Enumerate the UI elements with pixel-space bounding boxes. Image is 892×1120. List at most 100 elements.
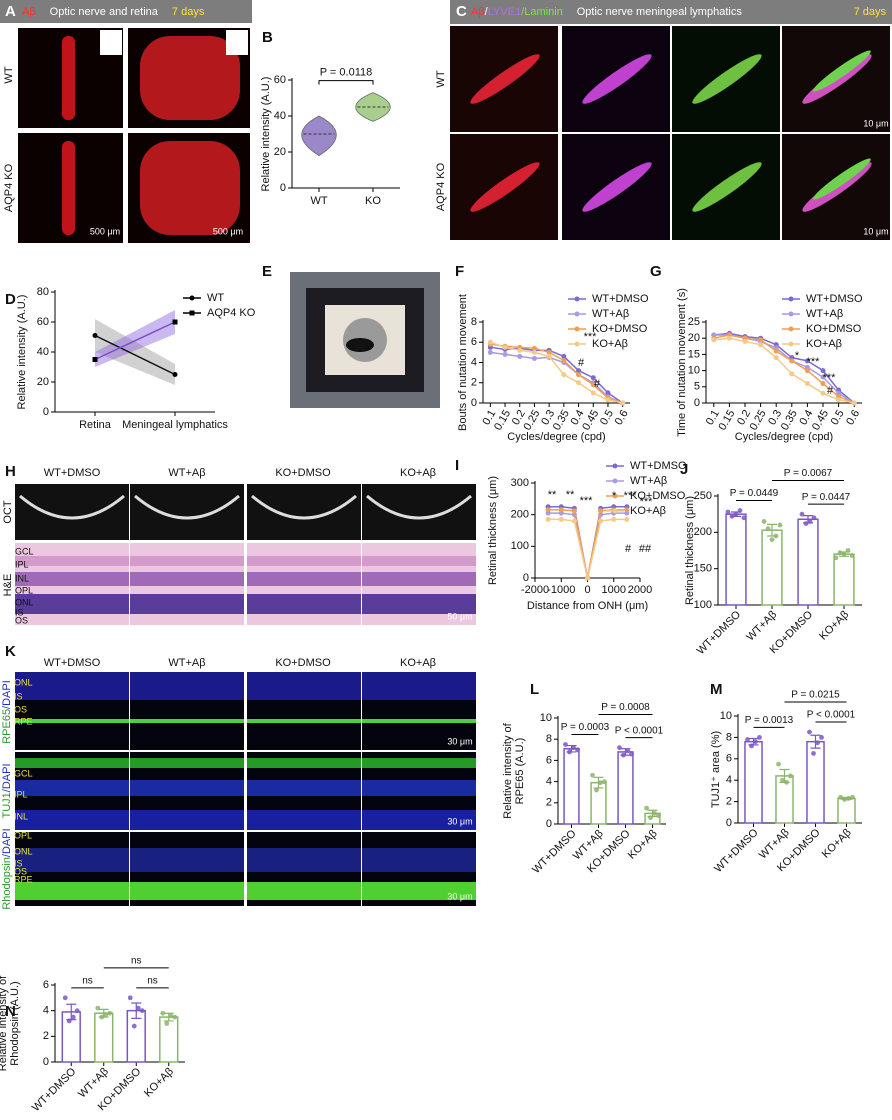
image (15, 572, 129, 586)
panel-letter: G (650, 263, 662, 280)
bar (725, 513, 747, 606)
image (15, 672, 129, 700)
row-label: Rhodopsin/DAPI (1, 828, 13, 909)
y-tick-label: 8 (726, 731, 732, 743)
image (362, 780, 476, 796)
panel-letter: M (710, 681, 723, 698)
annotation: *** (584, 331, 598, 343)
annotation: # (594, 378, 601, 390)
scale-bar: 10 μm (863, 118, 888, 128)
image (362, 719, 476, 723)
annotation: ns (131, 955, 142, 966)
y-tick-label: 150 (694, 563, 712, 575)
bar (744, 740, 763, 824)
image (813, 158, 871, 200)
data-point (629, 751, 634, 757)
y-tick-label: 2 (471, 377, 477, 389)
x-tick-label: WT+DMSO (712, 826, 761, 875)
x-tick-label: 0.15 (716, 408, 737, 433)
marker (590, 382, 596, 388)
panel-letter: N (5, 1003, 16, 1020)
annotation: # (827, 385, 834, 397)
panel-letter: I (455, 457, 459, 474)
x-tick-label: 1000 (602, 584, 626, 596)
data-point (761, 519, 767, 524)
marker (758, 337, 764, 343)
data-point (602, 779, 607, 784)
marker (571, 508, 577, 514)
image (62, 141, 75, 235)
image (362, 810, 476, 830)
layer-label: ONL (15, 597, 34, 607)
image (362, 556, 476, 566)
marker (576, 368, 582, 374)
image (130, 672, 244, 700)
panel-letter: F (455, 263, 464, 280)
data-point (598, 780, 603, 786)
legend-label: KO+Aβ (806, 338, 842, 350)
marker (605, 390, 611, 396)
marker (598, 518, 604, 524)
marker (517, 353, 523, 359)
data-point (777, 522, 783, 528)
data-point (95, 1005, 101, 1011)
image (247, 882, 361, 900)
column-label: WT+DMSO (44, 657, 101, 669)
column-label: WT+Aβ (168, 467, 205, 479)
marker (517, 347, 523, 353)
y-axis-label: Rhodopsin (A.U.) (9, 981, 21, 1065)
y-tick-label: 25 (688, 316, 700, 328)
data-point (745, 737, 750, 742)
legend-label: KO+Aβ (630, 505, 666, 517)
marker (789, 358, 795, 364)
bar (833, 553, 855, 606)
x-tick-label: KO+Aβ (820, 827, 854, 861)
data-point (563, 742, 568, 747)
data-point (164, 1021, 170, 1026)
annotation: P = 0.0067 (784, 468, 833, 479)
image (247, 484, 361, 540)
bar (797, 518, 819, 606)
y-tick-label: 15 (688, 348, 700, 360)
x-tick-label: 0.25 (748, 408, 769, 433)
line (548, 512, 627, 579)
y-tick-label: 0 (280, 182, 286, 194)
marker (576, 380, 582, 386)
marker (545, 516, 551, 522)
y-tick-label: 100 (694, 599, 712, 611)
y-tick-label: 2 (43, 1030, 49, 1042)
layer-label: RPE (14, 874, 33, 884)
scale-bar: 30 μm (447, 736, 472, 746)
layer-label: IS (14, 691, 23, 701)
data-point (845, 548, 851, 553)
legend-marker (189, 310, 195, 316)
marker (620, 400, 626, 406)
x-tick-label: 2000 (628, 584, 652, 596)
legend-marker (612, 463, 618, 469)
marker (804, 358, 810, 364)
data-point (757, 735, 762, 740)
time: 7 days (854, 6, 887, 18)
y-tick-label: 8 (471, 316, 477, 328)
legend-marker (612, 493, 618, 499)
image (346, 338, 374, 352)
y-tick-label: 100 (511, 540, 529, 552)
row-label: WT (3, 66, 15, 83)
data-point (819, 735, 824, 740)
legend-marker (788, 296, 794, 302)
layer-label: OPL (14, 830, 32, 840)
y-tick-label: 40 (37, 346, 49, 358)
data-point (725, 509, 731, 515)
y-axis-label: Relative intensity (A.U.) (16, 295, 28, 410)
column-label: KO+Aβ (400, 467, 436, 479)
image (470, 54, 540, 104)
marker (742, 338, 748, 344)
x-tick-label: -2000 (521, 584, 549, 596)
legend-marker (574, 326, 580, 332)
data-point (850, 794, 855, 800)
bar (617, 751, 634, 825)
row-label: WT (435, 70, 447, 87)
time: 7 days (172, 6, 205, 18)
marker (590, 375, 596, 381)
line (548, 518, 627, 579)
